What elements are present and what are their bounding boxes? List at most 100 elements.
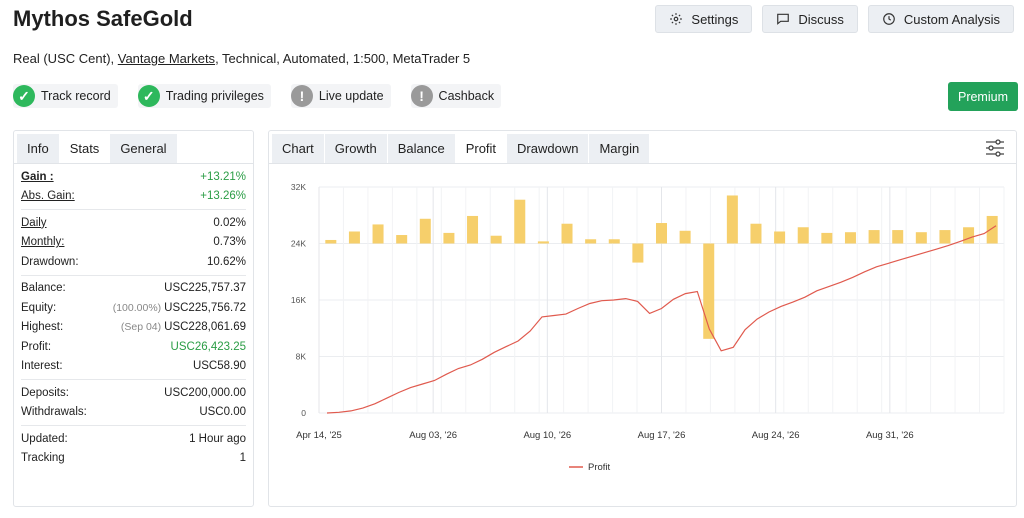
profit-bar (892, 230, 904, 244)
broker-link[interactable]: Vantage Markets (117, 51, 216, 66)
profit-bar (608, 239, 620, 244)
stat-label: Updated: (21, 432, 68, 445)
stat-label: Tracking (21, 452, 65, 465)
x-tick-label: Aug 24, '26 (752, 430, 800, 441)
gear-icon (670, 13, 683, 25)
tab-balance[interactable]: Balance (387, 134, 456, 163)
tab-stats[interactable]: Stats (59, 134, 111, 163)
badge-label: Trading privileges (165, 89, 264, 103)
check-icon: ✓ (137, 85, 160, 107)
top-toolbar: Settings Discuss Custom Analysis (655, 5, 1014, 33)
exclamation-icon: ! (410, 85, 433, 107)
discuss-button[interactable]: Discuss (762, 5, 858, 33)
stat-value: USC58.90 (192, 360, 246, 373)
profit-bar (656, 223, 667, 244)
chart-tabs: Chart Growth Balance Profit Drawdown Mar… (269, 131, 1016, 164)
stats-tabs: Info Stats General (14, 131, 253, 164)
stat-note: (100.00%) (112, 301, 162, 314)
profit-bar (986, 215, 998, 244)
filter-settings-icon[interactable] (985, 139, 1005, 157)
legend-label: Profit (588, 462, 611, 473)
stat-value: +13.26% (200, 190, 246, 203)
tab-general[interactable]: General (110, 134, 178, 163)
profit-bar (585, 239, 597, 244)
tab-chart[interactable]: Chart (272, 134, 325, 163)
y-tick-label: 8K (296, 352, 307, 362)
stats-group-deposits: Deposits: USC200,000.00 Withdrawals: USC… (21, 380, 246, 426)
profit-bar (443, 232, 455, 244)
badge-live-update: ! Live update (290, 84, 391, 108)
stats-group-rates: Daily 0.02% Monthly: 0.73% Drawdown: 10.… (21, 210, 246, 276)
profit-bar (844, 232, 856, 244)
tab-info[interactable]: Info (17, 134, 60, 163)
stat-row-interest: Interest: USC58.90 (21, 357, 246, 377)
stats-group-updated: Updated: 1 Hour ago Tracking 1 (21, 426, 246, 471)
tab-drawdown[interactable]: Drawdown (507, 134, 590, 163)
profit-bar (868, 230, 880, 244)
stat-value: 10.62% (206, 255, 246, 268)
tab-profit[interactable]: Profit (455, 134, 508, 163)
profit-bar (915, 232, 927, 244)
badge-trading-privileges: ✓ Trading privileges (137, 84, 271, 108)
subtitle-prefix: Real (USC Cent), (13, 51, 118, 66)
profit-chart: 0 8K 16K 24K 32K Apr 14, '25 Aug 03, '26 Aug 10… (291, 182, 1005, 473)
stats-group-gain: Gain : +13.21% Abs. Gain: +13.26% (21, 164, 246, 210)
profit-bar (419, 218, 431, 244)
badge-cashback: ! Cashback (410, 84, 502, 108)
custom-analysis-label: Custom Analysis (903, 11, 1000, 27)
profit-bar (514, 199, 526, 244)
stat-value: USC225,757.37 (164, 282, 246, 295)
tab-growth[interactable]: Growth (324, 134, 388, 163)
stats-list: Gain : +13.21% Abs. Gain: +13.26% Daily … (14, 164, 253, 471)
page-title: Mythos SafeGold (13, 6, 193, 31)
stat-row-drawdown: Drawdown: 10.62% (21, 252, 246, 272)
x-tick-label: Aug 17, '26 (638, 430, 686, 441)
stat-value: (100.00%) USC225,756.72 (113, 302, 246, 314)
custom-analysis-button[interactable]: Custom Analysis (867, 5, 1014, 33)
stat-value-text: USC225,756.72 (164, 301, 246, 314)
stat-value-text: USC228,061.69 (164, 321, 246, 334)
profit-bar (750, 223, 762, 244)
stats-panel: Info Stats General Gain : +13.21% Abs. G… (13, 130, 254, 507)
profit-bar (797, 227, 809, 244)
profit-bar (561, 223, 573, 244)
settings-button[interactable]: Settings (655, 5, 753, 33)
profit-bar (726, 195, 738, 244)
stat-label: Balance: (21, 282, 66, 295)
stat-value: (Sep 04) USC228,061.69 (121, 321, 246, 333)
stat-label[interactable]: Daily (21, 216, 47, 229)
badge-label: Cashback (438, 89, 495, 103)
stat-value: +13.21% (200, 170, 246, 183)
stat-label: Deposits: (21, 386, 69, 399)
x-tick-label: Aug 31, '26 (866, 430, 914, 441)
account-subtitle: Real (USC Cent), Vantage Markets, Techni… (13, 51, 470, 66)
x-tick-label: Aug 10, '26 (523, 430, 571, 441)
discuss-label: Discuss (798, 11, 844, 27)
stat-value: 1 (239, 452, 246, 465)
profit-bar (537, 241, 549, 244)
badge-label: Track record (41, 89, 111, 103)
stat-label: Drawdown: (21, 255, 79, 268)
profit-bar (396, 235, 408, 244)
stat-label[interactable]: Gain : (21, 170, 54, 183)
stat-row-balance: Balance: USC225,757.37 (21, 279, 246, 299)
stat-label[interactable]: Abs. Gain: (21, 190, 75, 203)
check-icon: ✓ (13, 85, 35, 107)
stat-label[interactable]: Monthly: (21, 236, 65, 249)
premium-button[interactable]: Premium (948, 82, 1018, 111)
x-tick-label: Apr 14, '25 (296, 430, 342, 441)
x-tick-label: Aug 03, '26 (409, 430, 457, 441)
profit-bar (632, 243, 644, 263)
stat-row-highest: Highest: (Sep 04) USC228,061.69 (21, 318, 246, 338)
stat-row-updated: Updated: 1 Hour ago (21, 429, 246, 449)
tab-margin[interactable]: Margin (589, 134, 651, 163)
stat-value: 0.02% (213, 216, 246, 229)
stat-row-profit: Profit: USC26,423.25 (21, 337, 246, 357)
stat-label: Highest: (21, 321, 64, 334)
profit-line (326, 225, 997, 414)
stat-value: 1 Hour ago (189, 432, 246, 445)
exclamation-icon: ! (290, 85, 313, 107)
profit-bar (963, 227, 975, 244)
stat-value: USC26,423.25 (170, 340, 246, 353)
profit-bar (372, 224, 384, 244)
